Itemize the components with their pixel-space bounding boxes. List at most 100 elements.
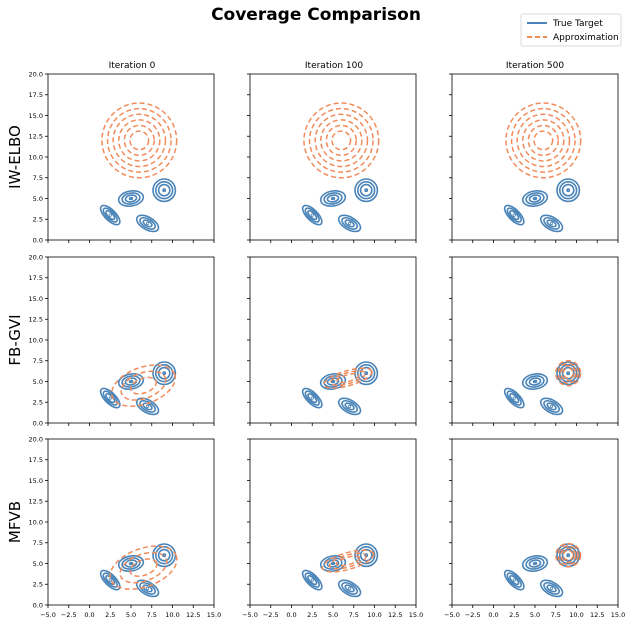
panel-fb-gvi-iteration-0-true-component-1-centre bbox=[108, 396, 112, 400]
figure-title: Coverage Comparison bbox=[211, 5, 421, 25]
panel-iw-elbo-iteration-500-true-component-3-centre bbox=[566, 188, 570, 192]
panel-iw-elbo-iteration-0-ytick-label-6: 15.0 bbox=[29, 112, 43, 120]
panel-mfvb-iteration-500-xtick-label-6: 10.0 bbox=[569, 611, 583, 619]
panel-fb-gvi-iteration-500-approximation-level-1 bbox=[557, 362, 579, 384]
panel-fb-gvi-iteration-0-true-component-1-level-1 bbox=[102, 390, 118, 406]
panel-iw-elbo-iteration-100-contours bbox=[301, 102, 380, 233]
panel-mfvb-iteration-100-xtick-label-0: −5.0 bbox=[242, 611, 258, 619]
panel-iw-elbo-iteration-0-true-component-2-level-0 bbox=[117, 190, 145, 207]
panel-mfvb-iteration-500-true-component-1-level-1 bbox=[506, 572, 522, 588]
panel-mfvb-iteration-500-true-component-4-level-2 bbox=[546, 584, 557, 593]
panel-mfvb-iteration-100-true-component-3-level-1 bbox=[356, 545, 376, 565]
panel-iw-elbo-iteration-500-true-component-1-level-1 bbox=[506, 207, 522, 223]
panel-iw-elbo-iteration-500-contours bbox=[503, 102, 582, 233]
panel-fb-gvi-iteration-500-true-component-4-level-0 bbox=[539, 397, 564, 416]
panel-fb-gvi-iteration-0-approximation-level-0 bbox=[110, 364, 177, 407]
panel-fb-gvi-iteration-500-true-component-3-centre bbox=[566, 371, 570, 375]
column-title-iteration-500: Iteration 500 bbox=[506, 61, 564, 71]
panel-fb-gvi-iteration-0-true-component-2-level-1 bbox=[121, 375, 141, 388]
panel-iw-elbo-iteration-100-true-component-1-level-2 bbox=[307, 209, 318, 221]
panel-iw-elbo-iteration-0-ytick-label-1: 2.5 bbox=[33, 216, 43, 224]
panel-mfvb-iteration-0-true-component-4-level-1 bbox=[139, 581, 157, 595]
panel-mfvb-iteration-500-true-component-3-level-1 bbox=[558, 545, 578, 565]
panel-fb-gvi-iteration-100-true-component-3-centre bbox=[364, 371, 368, 375]
panel-iw-elbo-iteration-500-true-component-3-level-1 bbox=[558, 180, 578, 200]
panel-fb-gvi-iteration-0-true-component-2-level-0 bbox=[117, 373, 145, 390]
panel-mfvb-iteration-500-xtick-label-3: 2.5 bbox=[509, 611, 519, 619]
panel-iw-elbo-iteration-0-true-component-1-centre bbox=[108, 213, 112, 217]
panel-iw-elbo-iteration-100-true-component-3-centre bbox=[364, 188, 368, 192]
panel-mfvb-iteration-500-true-component-1-level-2 bbox=[509, 574, 520, 586]
panel-mfvb-iteration-0-xtick-label-7: 12.5 bbox=[186, 611, 200, 619]
panel-iw-elbo-iteration-0-true-component-2-centre bbox=[129, 196, 133, 201]
panel-iw-elbo-iteration-0-true-component-1-level-1 bbox=[102, 207, 118, 223]
panel-mfvb-iteration-0-ytick-label-5: 12.5 bbox=[29, 498, 43, 506]
panel-fb-gvi-iteration-100 bbox=[247, 256, 417, 426]
panel-iw-elbo-iteration-100-approximation-level-0 bbox=[303, 102, 380, 179]
panel-fb-gvi-iteration-0-contours bbox=[99, 361, 177, 416]
panel-fb-gvi-iteration-0-approximation-level-1 bbox=[120, 370, 167, 401]
panel-mfvb-iteration-500-xtick-label-2: 0.0 bbox=[488, 611, 498, 619]
panel-mfvb-iteration-100-true-component-4-centre bbox=[347, 586, 352, 591]
panel-iw-elbo-iteration-100-true-component-1-centre bbox=[310, 213, 314, 217]
panel-mfvb-iteration-500-true-component-2-level-2 bbox=[528, 559, 542, 568]
panel-mfvb-iteration-0-xtick-label-4: 5.0 bbox=[126, 611, 136, 619]
panel-fb-gvi-iteration-100-frame bbox=[250, 257, 416, 423]
panel-mfvb-iteration-500-true-component-4-level-0 bbox=[539, 579, 564, 598]
panel-fb-gvi-iteration-100-true-component-4-level-0 bbox=[337, 397, 362, 416]
panel-iw-elbo-iteration-0-true-component-3-level-0 bbox=[152, 178, 177, 203]
panel-mfvb-iteration-0-approximation-level-2 bbox=[129, 558, 158, 578]
panel-iw-elbo-iteration-0-spines bbox=[47, 73, 215, 241]
panel-iw-elbo-iteration-500-approximation-level-2 bbox=[516, 113, 571, 168]
panel-mfvb-iteration-100: −5.0 −2.5 0.0 2.5 5.0 7.5 10.0 12.5 15.0 bbox=[242, 438, 423, 619]
panel-iw-elbo-iteration-100-true-component-2-centre bbox=[331, 196, 335, 201]
panel-iw-elbo-iteration-0-ytick-label-5: 12.5 bbox=[29, 133, 43, 141]
panel-iw-elbo-iteration-500-true-component-3-level-0 bbox=[556, 178, 581, 203]
panel-mfvb-iteration-0-ytick-label-4: 10.0 bbox=[29, 518, 43, 526]
panel-mfvb-iteration-0-ytick-label-8: 20.0 bbox=[29, 435, 43, 443]
panel-fb-gvi-iteration-0-ytick-label-0: 0.0 bbox=[33, 419, 43, 427]
panel-iw-elbo-iteration-100-approximation-level-2 bbox=[314, 113, 369, 168]
panel-mfvb-iteration-100-xtick-label-6: 10.0 bbox=[367, 611, 381, 619]
panel-fb-gvi-iteration-500-approximation-level-3 bbox=[562, 367, 574, 379]
panel-fb-gvi-iteration-0-ytick-label-7: 17.5 bbox=[29, 274, 43, 282]
panel-mfvb-iteration-0-true-component-2-level-1 bbox=[121, 557, 141, 570]
panel-fb-gvi-iteration-500-approximation-level-0 bbox=[555, 360, 582, 387]
legend: True Target Approximation bbox=[520, 13, 622, 47]
panel-mfvb-iteration-100-true-component-3-level-0 bbox=[354, 543, 379, 568]
panel-mfvb-iteration-0-true-component-1-level-1 bbox=[102, 572, 118, 588]
panel-mfvb-iteration-0-true-component-3-centre bbox=[162, 553, 166, 557]
panel-fb-gvi-iteration-500-true-component-4-level-2 bbox=[546, 402, 557, 411]
panel-fb-gvi-iteration-0-frame bbox=[48, 257, 214, 423]
panel-fb-gvi-iteration-0-ytick-label-8: 20.0 bbox=[29, 253, 43, 261]
panel-mfvb-iteration-0-xtick-label-8: 15.0 bbox=[207, 611, 221, 619]
panel-mfvb-iteration-100-true-component-4-level-1 bbox=[341, 581, 359, 595]
panel-fb-gvi-iteration-100-approximation-level-2 bbox=[336, 372, 360, 384]
panel-iw-elbo-iteration-0-approximation-level-4 bbox=[123, 124, 155, 157]
panel-fb-gvi-iteration-500-true-component-1-level-2 bbox=[509, 392, 520, 404]
panel-mfvb-iteration-100-approximation-level-1 bbox=[328, 552, 368, 570]
panel-mfvb-iteration-0-ytick-label-1: 2.5 bbox=[33, 581, 43, 589]
panel-mfvb-iteration-500-approximation-level-0 bbox=[555, 542, 582, 568]
panel-iw-elbo-iteration-0-ytick-label-0: 0.0 bbox=[33, 236, 43, 244]
panel-mfvb-iteration-100-xtick-label-5: 7.5 bbox=[349, 611, 359, 619]
panel-mfvb-iteration-0-ytick-label-0: 0.0 bbox=[33, 601, 43, 609]
panel-iw-elbo-iteration-500-true-component-1-level-2 bbox=[509, 209, 520, 221]
panel-iw-elbo-iteration-500-true-component-1-level-0 bbox=[503, 204, 525, 226]
column-title-iteration-0: Iteration 0 bbox=[109, 61, 156, 71]
panel-mfvb-iteration-500-true-component-4-centre bbox=[549, 586, 554, 591]
panel-mfvb-iteration-100-true-component-1-level-2 bbox=[307, 574, 318, 586]
panel-iw-elbo-iteration-100 bbox=[247, 73, 417, 243]
panel-fb-gvi-iteration-500-true-component-3-level-0 bbox=[556, 361, 581, 386]
legend-approximation-label: Approximation bbox=[553, 33, 619, 43]
panel-mfvb-iteration-500-true-component-2-centre bbox=[533, 561, 537, 566]
panel-fb-gvi-iteration-100-true-component-4-level-1 bbox=[341, 399, 359, 413]
panel-fb-gvi-iteration-500-true-component-4-level-1 bbox=[543, 399, 561, 413]
panel-iw-elbo-iteration-0-true-component-2-level-2 bbox=[124, 194, 138, 203]
panel-mfvb-iteration-500-true-component-3-centre bbox=[566, 553, 570, 557]
panel-mfvb-iteration-0-frame bbox=[48, 439, 214, 605]
panel-fb-gvi-iteration-100-true-component-1-level-1 bbox=[304, 390, 320, 406]
panel-iw-elbo-iteration-0: 0.0 2.5 5.0 7.5 10.0 12.5 15.0 17.5 20.0 bbox=[29, 70, 215, 244]
panel-mfvb-iteration-0-true-component-2-centre bbox=[129, 561, 133, 566]
